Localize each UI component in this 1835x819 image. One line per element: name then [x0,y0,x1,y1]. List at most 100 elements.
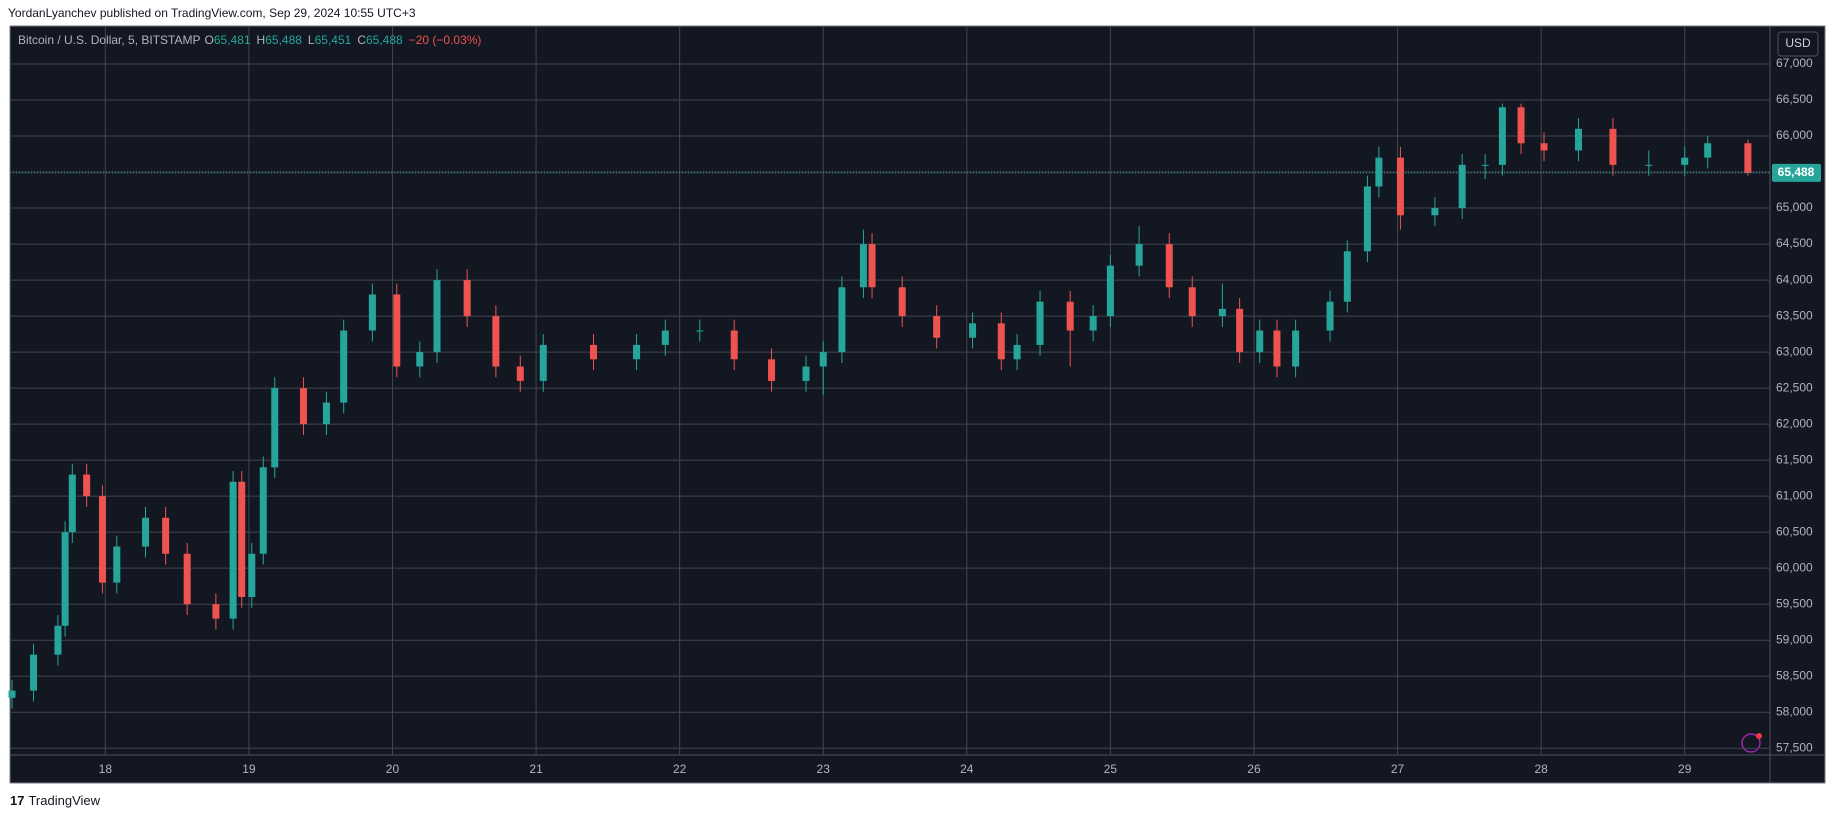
candle-body [1609,128,1617,165]
ohlc-key: H [257,33,266,47]
footer-brand: 17 TradingView [10,793,100,808]
candle-body [433,280,441,353]
candle-body [1273,330,1281,367]
candle-body [838,287,846,353]
candle-body [1481,164,1489,166]
x-tick-label: 20 [386,762,400,776]
candle-body [802,366,810,381]
candle-body [98,496,106,583]
candle-body [212,604,220,619]
brand-logo: 17 [10,793,25,808]
candle-body [898,287,906,317]
candle-body [859,244,867,288]
candle-body [933,316,941,338]
candle-body [259,467,267,554]
candle-body [322,402,330,425]
y-tick-label: 63,500 [1776,308,1813,322]
y-tick-label: 64,500 [1776,236,1813,250]
candle-body [30,654,38,691]
alert-icon[interactable] [1741,733,1761,753]
candle-body [696,330,704,332]
x-tick-label: 25 [1104,762,1118,776]
candle-body [229,481,237,619]
candle-body [1135,244,1143,266]
y-tick-label: 62,000 [1776,416,1813,430]
x-tick-label: 29 [1678,762,1692,776]
candle-body [730,330,738,360]
x-tick-label: 22 [673,762,687,776]
candle-body [1396,157,1404,216]
candle-body [162,517,170,554]
candle-body [661,330,669,345]
alert-dot [1756,733,1762,739]
publish-header: YordanLyanchev published on TradingView.… [8,6,416,20]
candle-body [61,532,69,626]
y-tick-label: 62,500 [1776,380,1813,394]
candle-body [1236,308,1244,353]
candle-body [1343,251,1351,302]
candle-body [1013,344,1021,360]
ohlc-key: O [205,33,214,47]
y-tick-label: 59,000 [1776,632,1813,646]
candle-body [590,344,598,360]
ohlc-key: C [357,33,366,47]
last-price-tag [1772,163,1821,182]
candle-body [1498,107,1506,165]
ohlc-value: 65,488 [265,33,302,47]
x-tick-label: 23 [817,762,831,776]
candle-body [1681,157,1689,165]
ohlc-value: 65,451 [315,33,352,47]
symbol-title: Bitcoin / U.S. Dollar, 5, BITSTAMP [18,33,201,47]
candle-body [1066,301,1074,331]
candle-body [633,344,641,360]
candle-body [416,352,424,367]
candle-body [463,280,471,317]
candle-body [1106,265,1114,317]
y-tick-label: 58,000 [1776,704,1813,718]
x-tick-label: 24 [960,762,974,776]
candle-body [1363,186,1371,252]
candle-body [969,323,977,338]
ohlc-value: 65,481 [214,33,251,47]
candle-body [83,474,91,497]
candle-body [1375,157,1383,187]
candle-body [1431,208,1439,216]
currency-button[interactable] [1777,31,1819,57]
candle-body [68,474,76,533]
candle-body [1645,164,1653,166]
x-tick-label: 27 [1391,762,1405,776]
candle-body [142,517,150,547]
last-price-label: 65,488 [1778,165,1815,179]
currency-label: USD [1785,36,1811,50]
y-tick-label: 67,000 [1776,56,1813,70]
y-tick-label: 60,000 [1776,560,1813,574]
candle-body [271,388,279,468]
candle-body [1540,143,1548,151]
candle-body [819,352,827,367]
change: −20 (−0.03%) [409,33,482,47]
y-tick-label: 57,500 [1776,740,1813,754]
candle-body [1517,107,1525,144]
candle-body [1326,301,1334,331]
x-tick-label: 18 [99,762,113,776]
chart: USD 57,500 58,000 58,500 59,000 59,500 60,000… [8,25,1826,784]
candle-body [183,553,191,605]
y-tick-label: 63,000 [1776,344,1813,358]
x-tick-label: 28 [1534,762,1548,776]
candle-body [1574,128,1582,151]
candle-body [1165,244,1173,288]
candle-body [238,481,246,597]
candle-body [368,294,376,331]
y-tick-label: 61,500 [1776,452,1813,466]
y-tick-label: 66,500 [1776,92,1813,106]
candle-body [299,388,307,425]
candle-body [1292,330,1300,367]
candle-body [539,344,547,381]
candle-body [997,323,1005,360]
candle-body [1458,164,1466,209]
candle-body [1744,143,1752,173]
candle-body [393,294,401,367]
candle-body [248,553,256,597]
brand-name: TradingView [28,793,101,808]
